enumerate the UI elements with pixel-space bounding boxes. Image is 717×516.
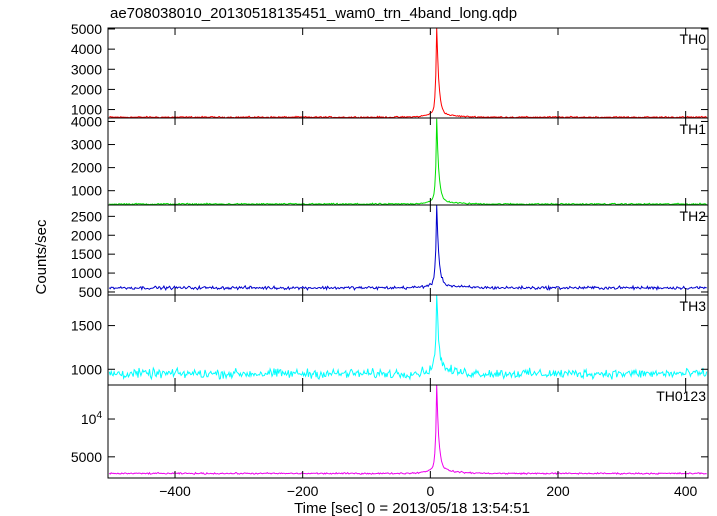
x-tick-label: 200 <box>546 483 570 499</box>
y-tick-label: 500 <box>79 284 103 300</box>
panel-label: TH2 <box>680 208 707 224</box>
x-tick-label: 0 <box>426 483 434 499</box>
series-line-th2 <box>108 204 707 292</box>
series-line-th0123 <box>108 384 707 476</box>
panel-th0123: 5000 104 TH0123 <box>71 384 709 479</box>
y-tick-label: 2000 <box>71 160 102 176</box>
y-tick-label: 1000 <box>71 265 102 281</box>
y-tick-label: 1500 <box>71 318 102 334</box>
chart-title: ae708038010_20130518135451_wam0_trn_4ban… <box>110 5 517 22</box>
panel-frame <box>107 27 709 119</box>
y-tick-label: 2000 <box>71 81 102 97</box>
y-axis-label: Counts/sec <box>33 219 50 295</box>
panel-frame <box>107 204 709 296</box>
x-axis-label: Time [sec] 0 = 2013/05/18 13:54:51 <box>294 500 530 516</box>
y-tick-label: 1000 <box>71 361 102 377</box>
y-tick-label: 5000 <box>71 449 102 465</box>
y-tick-label: 2500 <box>71 208 102 224</box>
series-line-th3 <box>108 294 708 381</box>
panel-frame <box>107 117 709 206</box>
panel-th3: 1000 1500 TH3 <box>71 294 709 386</box>
series-line-th1 <box>109 118 708 206</box>
y-tick-label: 1000 <box>71 102 102 118</box>
y-tick-label: 1000 <box>71 183 102 199</box>
panel-frame <box>107 384 709 479</box>
panel-label: TH0123 <box>656 388 706 404</box>
y-tick-label: 2000 <box>71 227 102 243</box>
panel-label: TH3 <box>680 298 707 314</box>
y-tick-label: 4000 <box>71 113 102 129</box>
panel-th0: 1000 2000 3000 4000 5000 TH0 <box>71 21 709 119</box>
panel-th1: 1000 2000 3000 4000 TH1 <box>71 113 709 206</box>
series-line-th0 <box>109 27 708 119</box>
y-tick-label: 1500 <box>71 246 102 262</box>
panel-label: TH0 <box>680 31 707 47</box>
x-tick-label: −200 <box>287 483 319 499</box>
y-tick-label: 5000 <box>71 21 102 37</box>
x-tick-label: 400 <box>674 483 698 499</box>
panel-label: TH1 <box>680 121 707 137</box>
panel-th2: 500 1000 1500 2000 2500 TH2 <box>71 204 709 300</box>
x-tick-label: −400 <box>159 483 191 499</box>
y-tick-label: 3000 <box>71 61 102 77</box>
y-tick-label: 4000 <box>71 41 102 57</box>
y-tick-label: 104 <box>81 410 103 427</box>
y-tick-label: 3000 <box>71 137 102 153</box>
